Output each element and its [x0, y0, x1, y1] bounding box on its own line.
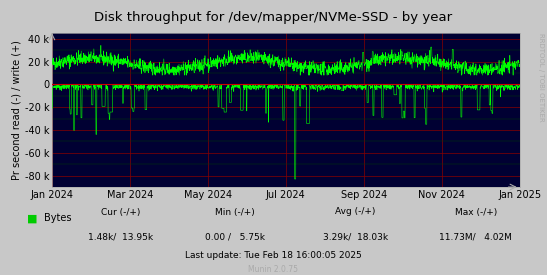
Text: Munin 2.0.75: Munin 2.0.75 — [248, 265, 299, 274]
Text: Disk throughput for /dev/mapper/NVMe-SSD - by year: Disk throughput for /dev/mapper/NVMe-SSD… — [95, 11, 452, 24]
Text: Bytes: Bytes — [44, 213, 71, 223]
Text: 1.48k/  13.95k: 1.48k/ 13.95k — [88, 232, 153, 241]
Text: Max (-/+): Max (-/+) — [455, 208, 497, 216]
Text: ■: ■ — [27, 213, 38, 223]
Text: 3.29k/  18.03k: 3.29k/ 18.03k — [323, 232, 388, 241]
Text: 0.00 /   5.75k: 0.00 / 5.75k — [205, 232, 265, 241]
Text: 11.73M/   4.02M: 11.73M/ 4.02M — [439, 232, 513, 241]
Text: RRDTOOL / TOBI OETIKER: RRDTOOL / TOBI OETIKER — [538, 33, 544, 121]
Y-axis label: Pr second read (-) / write (+): Pr second read (-) / write (+) — [12, 40, 22, 180]
Text: Cur (-/+): Cur (-/+) — [101, 208, 140, 216]
Text: Avg (-/+): Avg (-/+) — [335, 208, 376, 216]
Text: Min (-/+): Min (-/+) — [216, 208, 255, 216]
Text: Last update: Tue Feb 18 16:00:05 2025: Last update: Tue Feb 18 16:00:05 2025 — [185, 252, 362, 260]
